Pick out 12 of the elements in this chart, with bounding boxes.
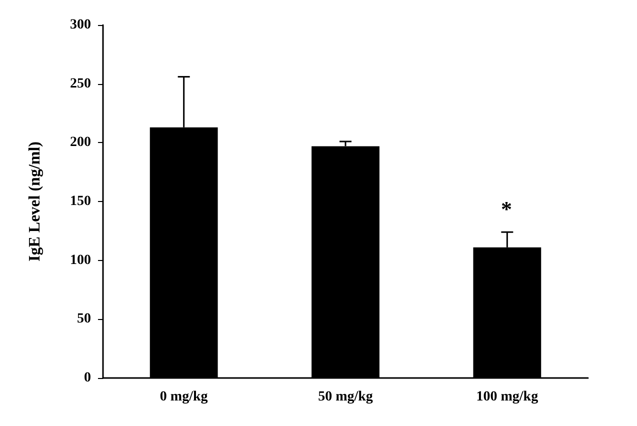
x-tick-label: 0 mg/kg [160, 390, 208, 404]
y-tick-label: 50 [77, 312, 91, 327]
x-tick-label: 50 mg/kg [318, 390, 373, 404]
x-tick-label: 100 mg/kg [476, 390, 538, 404]
y-tick-label: 200 [70, 135, 91, 150]
y-axis-title: IgE Level (ng/ml) [26, 142, 44, 262]
y-tick-label: 0 [84, 370, 91, 386]
y-tick-label: 150 [70, 194, 91, 209]
annotation: * [501, 196, 512, 222]
y-tick-label: 300 [70, 18, 91, 32]
y-tick-label: 250 [70, 76, 91, 92]
y-tick-label: 100 [70, 252, 91, 268]
